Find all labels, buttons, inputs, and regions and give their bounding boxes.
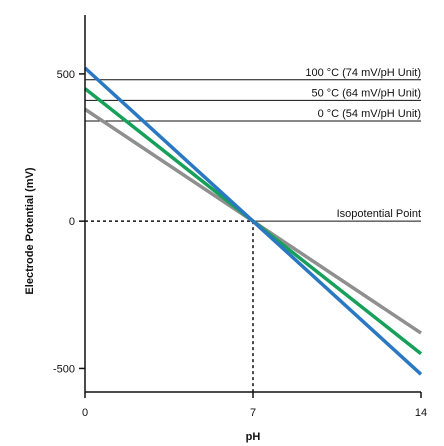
annotation-label-2: 0 °C (54 mV/pH Unit)	[318, 108, 421, 120]
annotation-label-1: 50 °C (64 mV/pH Unit)	[311, 87, 421, 99]
x-tick-label-0: 0	[82, 407, 88, 419]
x-tick-label-2: 14	[415, 407, 427, 419]
y-tick-label-1: 0	[69, 216, 75, 228]
x-axis-title: pH	[246, 431, 261, 443]
x-tick-label-1: 7	[250, 407, 256, 419]
annotation-lines	[85, 80, 421, 221]
y-tick-label-0: 500	[57, 69, 75, 81]
annotation-label-0: 100 °C (74 mV/pH Unit)	[305, 67, 421, 79]
annotation-label-3: Isopotential Point	[337, 208, 421, 220]
y-axis-title: Electrode Potential (mV)	[24, 167, 36, 294]
isopotential-guides	[85, 221, 253, 392]
annotation-labels: 100 °C (74 mV/pH Unit) 50 °C (64 mV/pH Un…	[305, 67, 421, 220]
y-tick-label-2: -500	[53, 363, 75, 375]
